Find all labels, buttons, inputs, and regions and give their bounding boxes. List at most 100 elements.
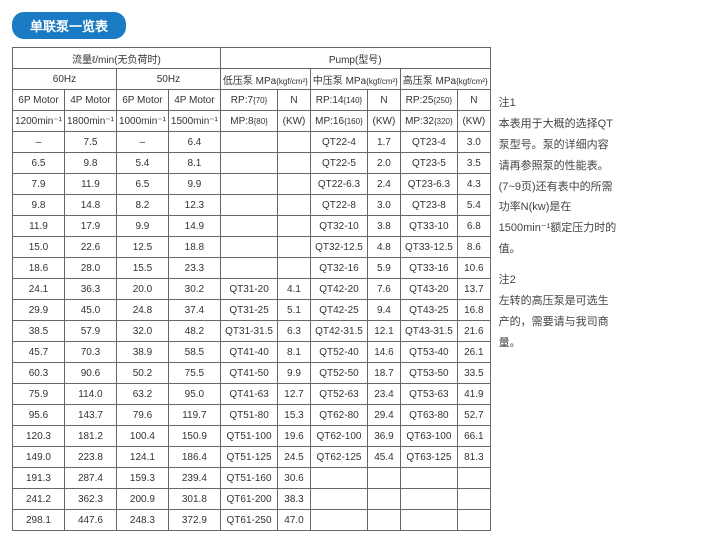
cell: QT42-20 [310, 279, 367, 300]
cell [220, 237, 277, 258]
cell: 18.8 [168, 237, 220, 258]
cell: 75.5 [168, 363, 220, 384]
cell: QT42-31.5 [310, 321, 367, 342]
cell: 81.3 [458, 447, 491, 468]
cell: 6.3 [278, 321, 311, 342]
cell: QT51-160 [220, 468, 277, 489]
col-4p-a: 4P Motor [64, 90, 116, 111]
cell: 16.8 [458, 300, 491, 321]
cell: QT22-8 [310, 195, 367, 216]
cell: 3.0 [458, 132, 491, 153]
cell: 15.0 [13, 237, 65, 258]
cell: 5.9 [368, 258, 401, 279]
cell: 12.1 [368, 321, 401, 342]
cell: 14.6 [368, 342, 401, 363]
cell: 5.4 [116, 153, 168, 174]
table-row: 24.136.320.030.2QT31-204.1QT42-207.6QT43… [13, 279, 491, 300]
cell: 4.3 [458, 174, 491, 195]
cell: QT51-80 [220, 405, 277, 426]
cell: QT31-25 [220, 300, 277, 321]
cell: QT61-250 [220, 510, 277, 531]
cell [278, 237, 311, 258]
cell: 36.3 [64, 279, 116, 300]
cell: 32.0 [116, 321, 168, 342]
col-rp25: RP:25{250} [400, 90, 457, 111]
cell [220, 132, 277, 153]
col-1800: 1800min⁻¹ [64, 111, 116, 132]
cell: QT51-125 [220, 447, 277, 468]
table-row: 149.0223.8124.1186.4QT51-12524.5QT62-125… [13, 447, 491, 468]
cell: 191.3 [13, 468, 65, 489]
note2-body: 左转的高压泵是可选生产的，需要请与我司商量。 [499, 291, 617, 354]
cell: 13.7 [458, 279, 491, 300]
cell: 57.9 [64, 321, 116, 342]
cell: QT33-10 [400, 216, 457, 237]
col-kw2: (KW) [368, 111, 401, 132]
cell: 301.8 [168, 489, 220, 510]
col-rp14: RP:14{140} [310, 90, 367, 111]
cell: QT41-63 [220, 384, 277, 405]
cell [220, 174, 277, 195]
cell: 287.4 [64, 468, 116, 489]
cell: 45.7 [13, 342, 65, 363]
cell: 6.5 [116, 174, 168, 195]
cell: 24.5 [278, 447, 311, 468]
cell [400, 489, 457, 510]
cell [278, 216, 311, 237]
cell: 24.8 [116, 300, 168, 321]
cell: QT31-31.5 [220, 321, 277, 342]
cell: – [13, 132, 65, 153]
table-row: 120.3181.2100.4150.9QT51-10019.6QT62-100… [13, 426, 491, 447]
cell: 29.4 [368, 405, 401, 426]
cell: QT61-200 [220, 489, 277, 510]
cell: QT43-20 [400, 279, 457, 300]
cell: 23.4 [368, 384, 401, 405]
cell: 19.6 [278, 426, 311, 447]
cell: 95.6 [13, 405, 65, 426]
table-row: 29.945.024.837.4QT31-255.1QT42-259.4QT43… [13, 300, 491, 321]
cell: QT22-4 [310, 132, 367, 153]
cell: 18.6 [13, 258, 65, 279]
table-row: 15.022.612.518.8QT32-12.54.8QT33-12.58.6 [13, 237, 491, 258]
cell: 200.9 [116, 489, 168, 510]
cell: 12.7 [278, 384, 311, 405]
table-row: 298.1447.6248.3372.9QT61-25047.0 [13, 510, 491, 531]
cell: QT63-100 [400, 426, 457, 447]
cell [368, 510, 401, 531]
col-kw1: (KW) [278, 111, 311, 132]
cell: 143.7 [64, 405, 116, 426]
cell: 4.8 [368, 237, 401, 258]
cell: 24.1 [13, 279, 65, 300]
col-1200: 1200min⁻¹ [13, 111, 65, 132]
cell: 7.6 [368, 279, 401, 300]
cell: 15.3 [278, 405, 311, 426]
table-row: 11.917.99.914.9QT32-103.8QT33-106.8 [13, 216, 491, 237]
cell: 66.1 [458, 426, 491, 447]
table-row: 9.814.88.212.3QT22-83.0QT23-85.4 [13, 195, 491, 216]
table-row: 6.59.85.48.1QT22-52.0QT23-53.5 [13, 153, 491, 174]
col-4p-b: 4P Motor [168, 90, 220, 111]
note2-title: 注2 [499, 270, 617, 291]
cell: QT62-125 [310, 447, 367, 468]
cell: 9.4 [368, 300, 401, 321]
cell: 362.3 [64, 489, 116, 510]
cell: QT62-80 [310, 405, 367, 426]
cell: 159.3 [116, 468, 168, 489]
cell: 10.6 [458, 258, 491, 279]
cell [220, 216, 277, 237]
cell: QT63-125 [400, 447, 457, 468]
cell: – [116, 132, 168, 153]
cell: QT53-50 [400, 363, 457, 384]
cell: 63.2 [116, 384, 168, 405]
col-mp32: MP:32{320} [400, 111, 457, 132]
table-row: 191.3287.4159.3239.4QT51-16030.6 [13, 468, 491, 489]
cell [368, 489, 401, 510]
table-row: 18.628.015.523.3QT32-165.9QT33-1610.6 [13, 258, 491, 279]
cell: 22.6 [64, 237, 116, 258]
note1-body: 本表用于大概的选择QT泵型号。泵的详细内容请再参照泵的性能表。(7~9页)还有表… [499, 114, 617, 260]
cell: QT41-40 [220, 342, 277, 363]
cell: QT43-25 [400, 300, 457, 321]
cell: 9.9 [116, 216, 168, 237]
cell: QT32-16 [310, 258, 367, 279]
pump-table: 流量ℓ/min(无负荷时) Pump(型号) 60Hz 50Hz 低压泵 MPa… [12, 47, 491, 531]
